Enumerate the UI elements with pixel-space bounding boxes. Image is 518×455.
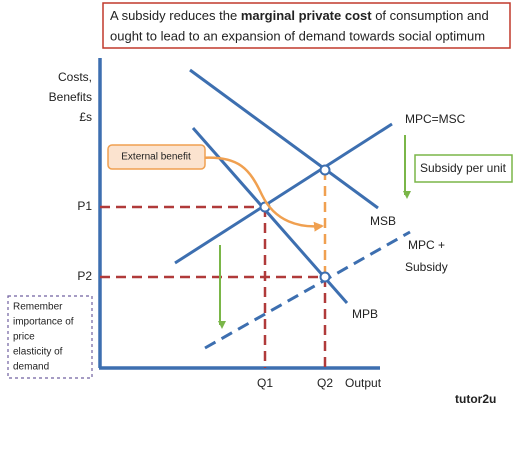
msb-label: MSB (370, 214, 396, 228)
external-box (107, 144, 206, 170)
header-box (102, 2, 511, 49)
quantity-label: Q2 (317, 376, 333, 390)
quantity-label: Q1 (257, 376, 273, 390)
subsidy-label: Subsidy (405, 260, 448, 274)
note-line: demand (13, 362, 49, 373)
y-label: £s (79, 110, 92, 124)
header-line2: ought to lead to an expansion of demand … (110, 28, 485, 43)
external-arrow (199, 156, 324, 232)
x-label: Output (345, 376, 382, 390)
note-line: elasticity of (13, 347, 63, 358)
mpb-label: MPB (352, 307, 378, 321)
note-line: price (13, 332, 35, 343)
y-label: Benefits (49, 90, 92, 104)
equilibrium-2 (319, 271, 331, 283)
price-label: P2 (77, 269, 92, 283)
subsidy-curve (204, 230, 411, 350)
note-line: Remember (13, 302, 63, 313)
external-text: External benefit (121, 152, 191, 163)
price-label: P1 (77, 199, 92, 213)
subsidy-text: Subsidy per unit (420, 161, 507, 175)
msb-curve (189, 68, 379, 210)
social-optimum (319, 164, 331, 176)
header-line1: A subsidy reduces the marginal private c… (110, 8, 489, 23)
msc-curve (174, 122, 393, 265)
note-box (7, 295, 93, 379)
msc-label: MPC=MSC (405, 112, 466, 126)
y-label: Costs, (58, 70, 92, 84)
subsidy-label: MPC + (408, 238, 445, 252)
subsidy-box (414, 154, 513, 183)
note-line: importance of (13, 317, 74, 328)
logo: tutor2u (455, 392, 496, 406)
